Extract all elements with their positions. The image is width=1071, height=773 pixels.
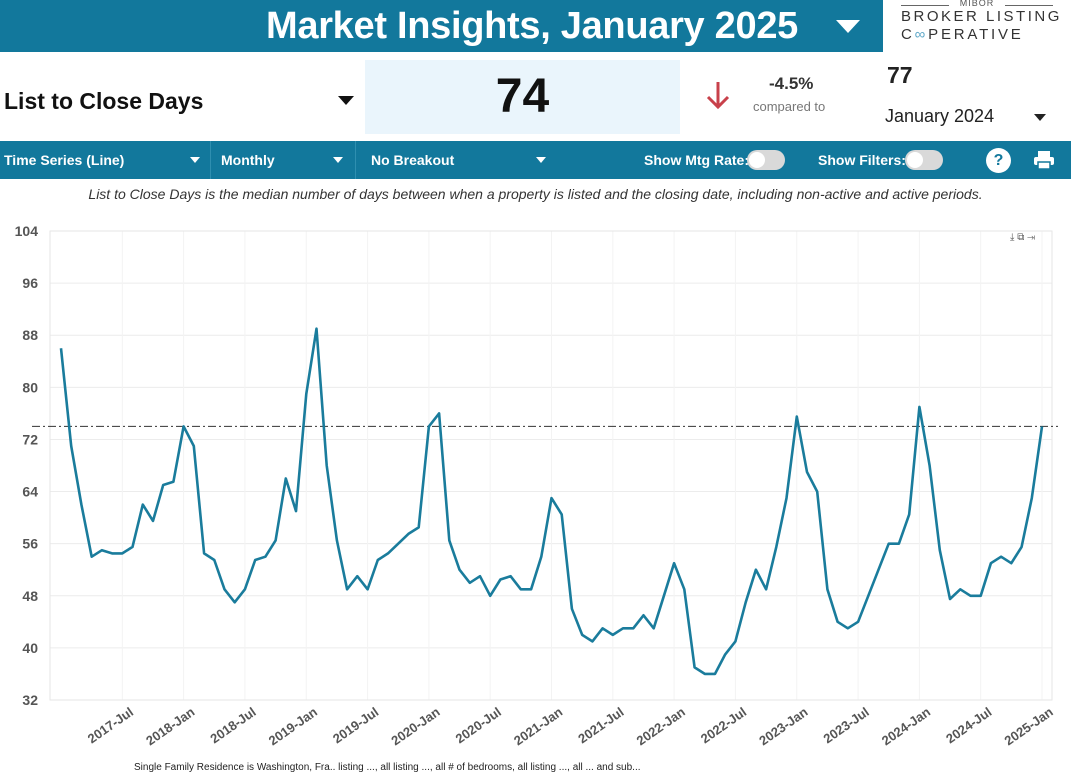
logo-mibor-text: MIBOR bbox=[959, 0, 995, 8]
toggle-knob bbox=[907, 152, 923, 168]
y-tick-label: 104 bbox=[15, 223, 39, 239]
x-tick-label: 2024-Jan bbox=[879, 704, 933, 748]
x-tick-label: 2024-Jul bbox=[943, 704, 994, 746]
x-tick-label: 2019-Jul bbox=[330, 704, 381, 746]
x-tick-label: 2025-Jan bbox=[1002, 704, 1056, 748]
mtg-rate-toggle[interactable] bbox=[747, 150, 785, 170]
logo-rule-left bbox=[901, 5, 949, 6]
toggle-knob bbox=[749, 152, 765, 168]
x-tick-label: 2020-Jan bbox=[388, 704, 442, 748]
down-arrow-icon bbox=[706, 82, 730, 110]
comparison-dropdown-caret-icon[interactable] bbox=[1034, 114, 1046, 121]
x-tick-label: 2021-Jul bbox=[575, 704, 626, 746]
chart-toolbar: Time Series (Line) Monthly No Breakout S… bbox=[0, 141, 1071, 179]
title-bar: Market Insights, January 2025 bbox=[0, 0, 883, 52]
frequency-select[interactable]: Monthly bbox=[221, 152, 275, 168]
chart-action-icons: ⤓ ⧉ ⇥ bbox=[1010, 232, 1035, 243]
copy-icon[interactable]: ⧉ bbox=[1017, 232, 1025, 243]
y-tick-label: 64 bbox=[22, 484, 38, 500]
download-icon[interactable]: ⤓ bbox=[1010, 232, 1015, 243]
x-tick-label: 2020-Jul bbox=[453, 704, 504, 746]
y-tick-label: 40 bbox=[22, 640, 38, 656]
toolbar-divider bbox=[210, 141, 211, 179]
help-button[interactable]: ? bbox=[986, 148, 1011, 173]
frequency-caret-icon[interactable] bbox=[333, 157, 343, 163]
change-percent: -4.5% bbox=[769, 74, 814, 93]
export-icon[interactable]: ⇥ bbox=[1027, 232, 1036, 243]
metric-value: 74 bbox=[495, 70, 550, 123]
chart-type-caret-icon[interactable] bbox=[190, 157, 200, 163]
logo-line2-a: C bbox=[901, 26, 915, 43]
breakout-select[interactable]: No Breakout bbox=[371, 152, 455, 168]
logo-infinity-icon: ∞ bbox=[914, 26, 929, 43]
x-tick-label: 2018-Jan bbox=[143, 704, 197, 748]
page-title[interactable]: Market Insights, January 2025 bbox=[266, 5, 798, 47]
y-tick-label: 88 bbox=[22, 327, 38, 343]
y-tick-label: 96 bbox=[22, 275, 38, 291]
y-tick-label: 48 bbox=[22, 588, 38, 604]
toolbar-divider bbox=[355, 141, 356, 179]
metric-dropdown-caret-icon[interactable] bbox=[338, 96, 354, 105]
y-tick-label: 80 bbox=[22, 379, 38, 395]
previous-value: 77 bbox=[887, 62, 913, 88]
metric-row: List to Close Days 74 -4.5% compared to … bbox=[0, 58, 1071, 138]
logo-line2: C∞PERATIVE bbox=[901, 26, 1024, 43]
mtg-rate-label: Show Mtg Rate: bbox=[644, 152, 749, 168]
y-tick-label: 32 bbox=[22, 692, 38, 708]
chart-type-select[interactable]: Time Series (Line) bbox=[4, 152, 125, 168]
logo-line1: BROKER LISTING bbox=[901, 8, 1062, 25]
x-tick-label: 2019-Jan bbox=[266, 704, 320, 748]
logo-line2-b: PERATIVE bbox=[928, 26, 1024, 43]
comparison-period-select[interactable]: January 2024 bbox=[885, 106, 995, 126]
metric-value-box: 74 bbox=[365, 60, 680, 134]
x-tick-label: 2021-Jan bbox=[511, 704, 565, 748]
print-icon[interactable] bbox=[1033, 150, 1055, 170]
x-tick-label: 2022-Jan bbox=[634, 704, 688, 748]
y-tick-label: 72 bbox=[22, 431, 38, 447]
metric-select[interactable]: List to Close Days bbox=[4, 88, 204, 114]
brand-logo: MIBOR BROKER LISTING C∞PERATIVE bbox=[883, 0, 1071, 52]
y-tick-label: 56 bbox=[22, 536, 38, 552]
x-tick-label: 2018-Jul bbox=[207, 704, 258, 746]
x-tick-label: 2023-Jul bbox=[821, 704, 872, 746]
logo-rule-right bbox=[1005, 5, 1053, 6]
x-tick-label: 2022-Jul bbox=[698, 704, 749, 746]
x-tick-label: 2023-Jan bbox=[756, 704, 810, 748]
title-dropdown-caret-icon[interactable] bbox=[836, 20, 860, 33]
compared-to-label: compared to bbox=[753, 99, 826, 114]
metric-description: List to Close Days is the median number … bbox=[88, 186, 983, 202]
filters-label: Show Filters: bbox=[818, 152, 906, 168]
breakout-caret-icon[interactable] bbox=[536, 157, 546, 163]
x-tick-label: 2017-Jul bbox=[85, 704, 136, 746]
plot-area bbox=[49, 230, 1053, 701]
series-line bbox=[59, 327, 1044, 676]
filters-toggle[interactable] bbox=[905, 150, 943, 170]
